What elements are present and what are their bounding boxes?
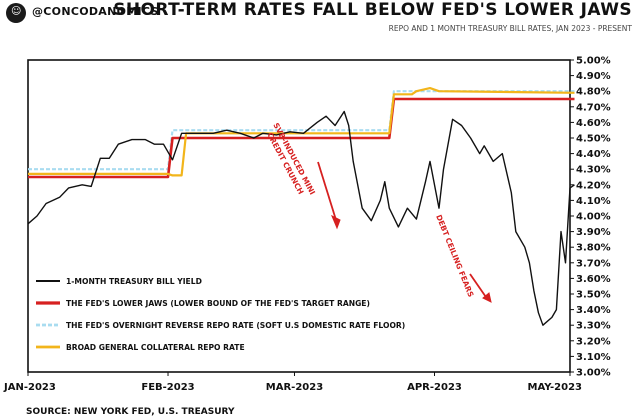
legend-label: 1-MONTH TREASURY BILL YIELD [66, 277, 202, 286]
x-tick-label: MAR-2023 [266, 382, 323, 393]
annotation-arrow-shaft [469, 273, 489, 301]
y-tick-label: 3.90% [576, 227, 611, 238]
legend-label: THE FED'S LOWER JAWS (LOWER BOUND OF THE… [66, 299, 370, 308]
x-tick-label: MAY-2023 [528, 382, 583, 393]
y-tick-label: 3.10% [576, 352, 611, 363]
legend-label: BROAD GENERAL COLLATERAL REPO RATE [66, 343, 245, 352]
chart-subtitle: REPO AND 1 MONTH TREASURY BILL RATES, JA… [388, 24, 632, 33]
brand-logo-icon: ☺ [6, 3, 26, 23]
y-tick-label: 3.30% [576, 321, 611, 332]
y-tick-label: 4.40% [576, 149, 611, 160]
y-tick-label: 3.60% [576, 274, 611, 285]
x-tick-label: JAN-2023 [3, 382, 56, 393]
author-handle: @CONCODANOMICS [32, 5, 159, 18]
y-tick-label: 3.80% [576, 243, 611, 254]
source-note: SOURCE: NEW YORK FED, U.S. TREASURY [26, 407, 235, 417]
y-tick-label: 3.50% [576, 290, 611, 301]
y-tick-label: 5.00% [576, 56, 611, 67]
series-line-2 [28, 90, 575, 171]
series-line-3 [28, 87, 575, 177]
y-tick-label: 4.20% [576, 180, 611, 191]
y-tick-label: 3.20% [576, 336, 611, 347]
y-tick-label: 4.30% [576, 165, 611, 176]
annotation-arrow-shaft [317, 161, 337, 221]
x-tick-label: APR-2023 [407, 382, 462, 393]
chart-title: SHORT-TERM RATES FALL BELOW FED'S LOWER … [113, 0, 632, 20]
annotation-debt-ceiling: DEBT CEILING FEARS [434, 213, 475, 298]
y-tick-label: 4.70% [576, 102, 611, 113]
y-tick-label: 4.00% [576, 212, 611, 223]
annotation-arrow-head [482, 292, 492, 303]
legend-label: THE FED'S OVERNIGHT REVERSE REPO RATE (S… [66, 321, 405, 330]
y-tick-label: 4.50% [576, 134, 611, 145]
y-tick-label: 3.00% [576, 368, 611, 379]
y-tick-label: 3.40% [576, 305, 611, 316]
y-tick-label: 3.70% [576, 258, 611, 269]
y-tick-label: 4.80% [576, 87, 611, 98]
y-tick-label: 4.10% [576, 196, 611, 207]
x-tick-label: FEB-2023 [141, 382, 194, 393]
series-line-1 [28, 97, 575, 179]
y-tick-label: 4.90% [576, 71, 611, 82]
y-tick-label: 4.60% [576, 118, 611, 129]
series-line-0 [27, 110, 575, 326]
annotation-arrow-head [331, 214, 341, 230]
